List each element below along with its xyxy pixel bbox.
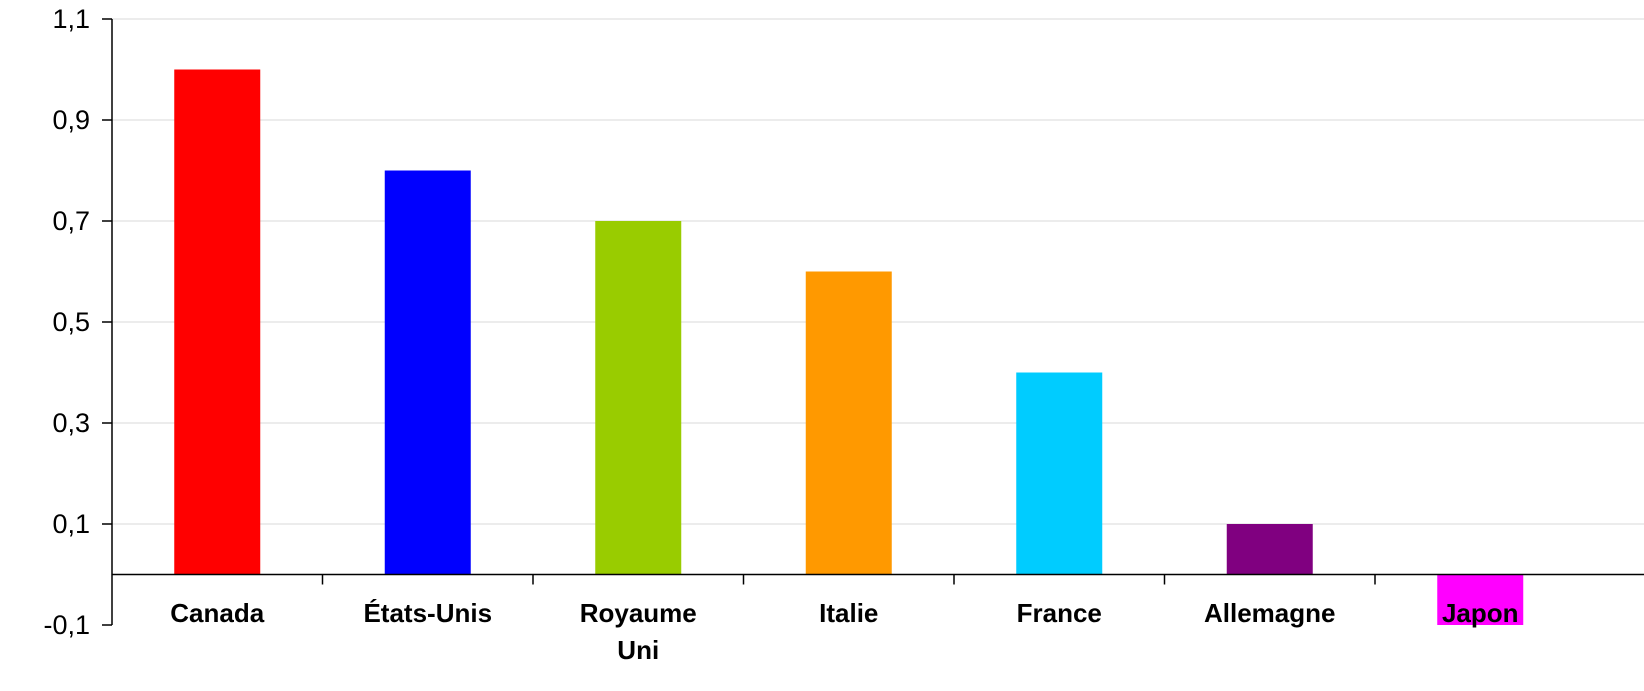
- bars: [174, 69, 1524, 625]
- y-tick-label: -0,1: [43, 610, 90, 640]
- x-tick-label: États-Unis: [363, 598, 492, 628]
- bar-4: [1016, 372, 1103, 575]
- bar-5: [1226, 524, 1313, 575]
- x-tick-label: France: [1017, 598, 1102, 628]
- y-tick-label: 0,1: [52, 509, 90, 539]
- bar-2: [595, 221, 682, 575]
- x-tick-label: Japon: [1442, 598, 1519, 628]
- x-tick-label: Canada: [170, 598, 264, 628]
- bar-0: [174, 69, 261, 575]
- y-tick-label: 0,5: [52, 307, 90, 337]
- y-tick-label: 1,1: [52, 4, 90, 34]
- x-tick-label: Italie: [819, 598, 878, 628]
- y-tick-label: 0,9: [52, 105, 90, 135]
- x-tick-labels: Canada États-Unis Royaume Uni Italie France Al…: [170, 598, 1518, 665]
- y-tick-label: 0,3: [52, 408, 90, 438]
- bar-3: [805, 271, 892, 575]
- x-tick-label: Royaume Uni: [580, 598, 697, 665]
- bar-1: [384, 170, 471, 575]
- y-tick-label: 0,7: [52, 206, 90, 236]
- x-tick-label: Allemagne: [1204, 598, 1336, 628]
- bar-6: [1437, 574, 1524, 625]
- axes: [102, 18, 1644, 626]
- y-tick-labels: -0,1 0,1 0,3 0,5 0,7 0,9 1,1: [43, 4, 90, 640]
